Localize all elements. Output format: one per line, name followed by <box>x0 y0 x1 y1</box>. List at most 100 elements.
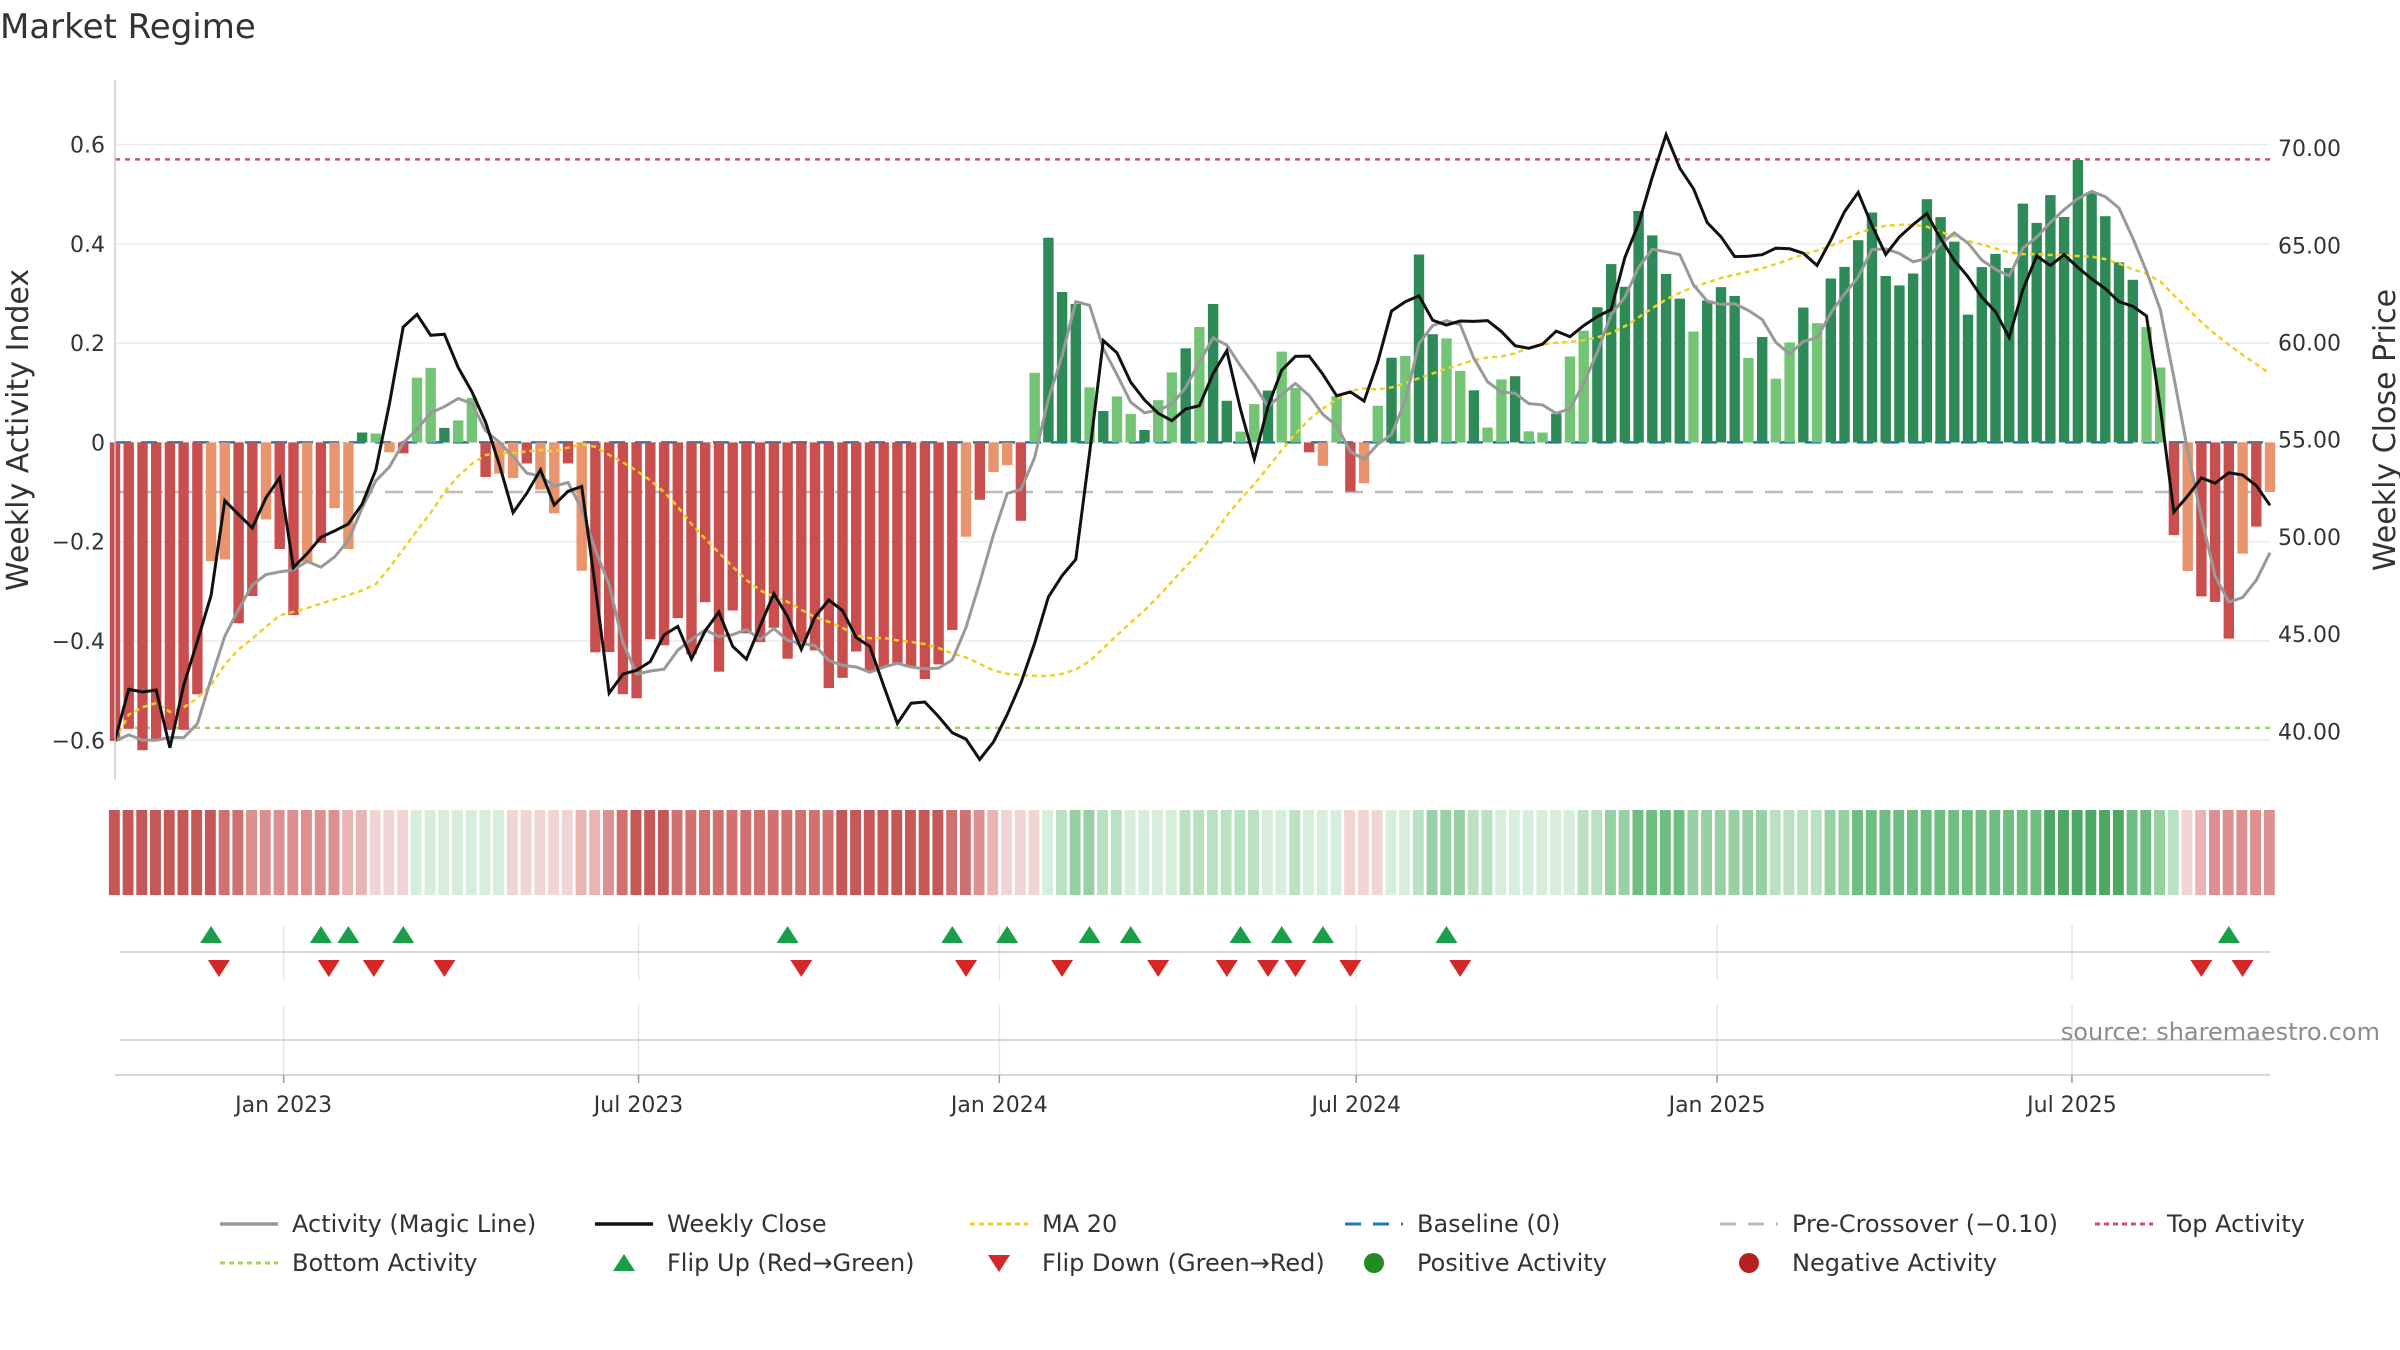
activity-bar <box>1317 442 1329 466</box>
regime-cell <box>328 810 340 895</box>
regime-cell <box>122 810 134 895</box>
regime-cell <box>2058 810 2069 895</box>
regime-cell <box>657 810 669 895</box>
flip-up-marker <box>200 926 223 943</box>
regime-cell <box>369 810 381 895</box>
activity-bar <box>1221 400 1232 443</box>
activity-bar <box>2017 203 2029 443</box>
regime-cell <box>2195 810 2207 895</box>
activity-bar <box>535 442 546 490</box>
activity-bar <box>439 427 450 443</box>
activity-bar <box>1372 405 1383 443</box>
regime-cell <box>438 810 450 895</box>
regime-cell <box>1097 810 1108 895</box>
regime-cell <box>534 810 546 895</box>
flip-down-marker <box>207 960 230 977</box>
activity-bar <box>947 442 958 631</box>
activity-bar <box>329 442 340 509</box>
legend-item-bottom: Bottom Activity <box>220 1249 477 1277</box>
regime-cell <box>973 810 985 895</box>
activity-bar <box>1894 285 1905 443</box>
regime-cell <box>1920 810 1932 895</box>
activity-bar <box>2031 222 2042 443</box>
activity-bar <box>782 442 793 659</box>
flip-down-marker <box>1147 960 1170 977</box>
flip-up-marker <box>309 926 332 943</box>
activity-bar <box>1702 300 1713 443</box>
regime-cell <box>218 810 230 895</box>
regime-cell <box>1261 810 1273 895</box>
activity-bar <box>1509 376 1521 443</box>
regime-cell <box>1989 810 2001 895</box>
flip-up-marker <box>776 926 799 943</box>
activity-bar <box>1358 442 1370 484</box>
regime-cell <box>1714 810 1726 895</box>
regime-cell <box>1316 810 1328 895</box>
regime-cell <box>108 810 120 895</box>
regime-cell <box>2071 810 2083 895</box>
regime-cell <box>1893 810 1905 895</box>
regime-cell <box>204 810 216 895</box>
flip-down-marker <box>1051 960 1074 977</box>
activity-bar <box>123 442 134 729</box>
regime-cell <box>589 810 601 895</box>
regime-cell <box>1824 810 1836 895</box>
regime-cell <box>905 810 916 895</box>
activity-bar <box>892 442 903 663</box>
regime-cell <box>2167 810 2179 895</box>
activity-bar <box>1839 266 1850 443</box>
regime-cell <box>863 810 875 895</box>
regime-cell <box>932 810 944 895</box>
activity-bar <box>1784 342 1795 443</box>
regime-cell <box>808 810 820 895</box>
activity-bar <box>1976 267 1987 443</box>
activity-bar <box>741 442 752 634</box>
activity-bar <box>727 442 738 611</box>
activity-bar <box>1853 240 1864 443</box>
activity-bar <box>137 442 148 751</box>
regime-cell <box>1426 810 1438 895</box>
y-tick-right: 50.00 <box>2278 526 2341 551</box>
activity-bar <box>1331 396 1342 443</box>
regime-cell <box>850 810 861 895</box>
flip-markers <box>200 926 2254 977</box>
regime-cell <box>1646 810 1658 895</box>
activity-bar <box>1825 278 1836 443</box>
regime-cell <box>1865 810 1877 895</box>
activity-bar <box>1757 337 1768 443</box>
regime-cell <box>1838 810 1850 895</box>
y-tick-right: 55.00 <box>2278 429 2341 454</box>
legend-label: Pre-Crossover (−0.10) <box>1792 1210 2058 1238</box>
activity-bar <box>1619 286 1631 443</box>
legend-swatch <box>1739 1253 1759 1273</box>
regime-cell <box>877 810 889 895</box>
flip-down-marker <box>1339 960 1362 977</box>
activity-bar <box>1015 442 1027 521</box>
activity-bar <box>1262 390 1274 443</box>
y-tick-right: 45.00 <box>2278 623 2341 648</box>
legend-item-top: Top Activity <box>2095 1210 2305 1238</box>
regime-cell <box>891 810 903 895</box>
activity-bar <box>1002 442 1013 466</box>
regime-cell <box>561 810 573 895</box>
regime-cell <box>836 810 848 895</box>
flip-up-marker <box>1229 926 1252 943</box>
legend-label: Flip Down (Green→Red) <box>1042 1249 1325 1277</box>
regime-cell <box>1701 810 1712 895</box>
activity-bar <box>1056 292 1068 443</box>
regime-cell <box>1591 810 1603 895</box>
activity-bar <box>1907 273 1919 443</box>
activity-bar <box>521 442 532 464</box>
flip-up-marker <box>1119 926 1142 943</box>
regime-cell <box>1344 810 1356 895</box>
activity-bar <box>2237 442 2248 554</box>
legend-label: Positive Activity <box>1417 1249 1607 1277</box>
regime-cell <box>1742 810 1754 895</box>
activity-bar <box>2168 442 2180 536</box>
activity-bar <box>192 442 203 695</box>
flip-down-marker <box>1256 960 1279 977</box>
activity-bar <box>1345 442 1356 492</box>
legend-item-close: Weekly Close <box>595 1210 827 1238</box>
regime-cell <box>603 810 614 895</box>
y-tick-right: 60.00 <box>2278 332 2341 357</box>
